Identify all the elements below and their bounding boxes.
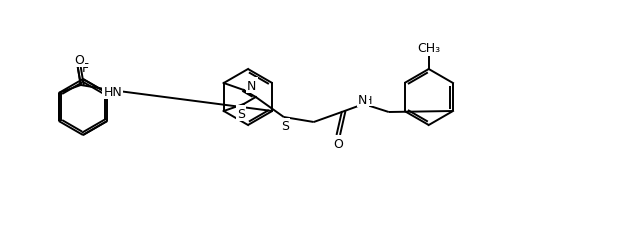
- Text: O: O: [74, 53, 84, 66]
- Text: N: N: [358, 93, 368, 106]
- Text: CH₃: CH₃: [417, 42, 441, 55]
- Text: O: O: [333, 137, 343, 150]
- Text: HN: HN: [104, 85, 122, 98]
- Text: F: F: [82, 61, 89, 74]
- Text: N: N: [247, 79, 256, 92]
- Text: S: S: [281, 120, 289, 133]
- Text: S: S: [236, 107, 245, 120]
- Text: H: H: [364, 95, 372, 106]
